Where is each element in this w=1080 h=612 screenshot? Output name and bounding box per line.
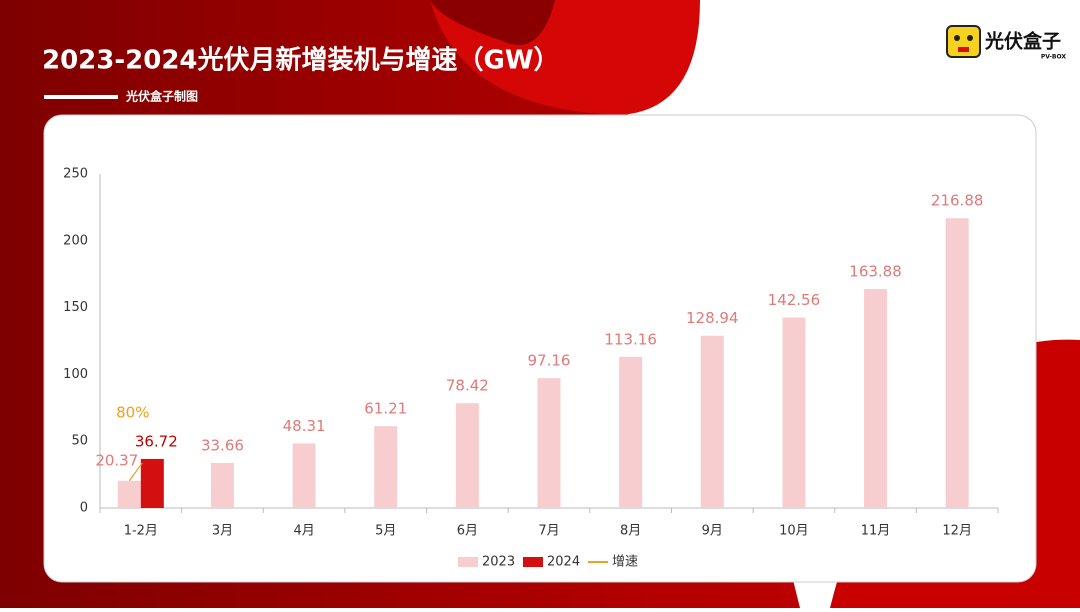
data-label: 163.88 — [849, 263, 902, 281]
x-tick-label: 9月 — [702, 524, 723, 539]
growth-label: 80% — [116, 404, 149, 422]
y-tick-label: 200 — [63, 233, 88, 248]
title: 2023-2024光伏月新增装机与增速（GW） — [42, 45, 560, 76]
growth-mark — [128, 462, 143, 482]
x-tick-label: 4月 — [293, 524, 314, 539]
legend-label: 2024 — [547, 555, 580, 570]
x-tick-label: 6月 — [457, 524, 478, 539]
bar — [700, 335, 724, 508]
logo-eye — [954, 35, 960, 41]
bar — [619, 356, 643, 508]
bar — [864, 289, 888, 508]
x-tick-label: 7月 — [538, 524, 559, 539]
bar — [292, 443, 316, 508]
logo-icon — [946, 25, 981, 58]
x-tick-label: 11月 — [861, 524, 891, 539]
bar — [210, 463, 234, 508]
y-tick-label: 150 — [63, 300, 88, 315]
data-label: 48.31 — [283, 417, 326, 435]
x-tick-label: 1-2月 — [124, 524, 158, 539]
data-label: 20.37 — [95, 451, 138, 469]
x-tick-label: 5月 — [375, 524, 396, 539]
data-label: 78.42 — [446, 377, 489, 395]
x-tick-label: 3月 — [212, 524, 233, 539]
logo-text: 光伏盒子 — [984, 30, 1061, 53]
data-label: 97.16 — [528, 352, 571, 370]
bar — [117, 480, 141, 508]
y-tick-label: 100 — [63, 367, 88, 382]
legend-swatch — [523, 557, 543, 567]
data-label: 33.66 — [201, 437, 244, 455]
data-label: 61.21 — [364, 400, 407, 418]
y-tick-label: 250 — [63, 167, 88, 182]
legend-label: 2023 — [482, 555, 515, 570]
data-label: 36.72 — [135, 432, 178, 450]
data-label: 142.56 — [768, 291, 821, 309]
x-tick-label: 12月 — [942, 524, 972, 539]
legend-swatch — [458, 557, 478, 567]
logo-sub: PV-BOX — [1041, 54, 1067, 61]
bar — [945, 218, 969, 508]
bar — [782, 317, 806, 508]
bar — [374, 426, 398, 508]
y-tick-label: 50 — [71, 434, 88, 449]
subtitle: 光伏盒子制图 — [125, 89, 198, 104]
x-tick-label: 8月 — [620, 524, 641, 539]
bar — [455, 403, 479, 508]
bg-circle-dark — [430, 0, 555, 45]
x-tick-label: 10月 — [779, 524, 809, 539]
data-label: 113.16 — [604, 330, 657, 348]
legend-label: 增速 — [612, 555, 638, 570]
data-label: 216.88 — [931, 192, 984, 210]
card — [43, 114, 1037, 583]
bar — [140, 458, 164, 508]
logo-eye — [967, 35, 973, 41]
logo-mouth — [958, 47, 969, 52]
data-label: 128.94 — [686, 309, 739, 327]
y-tick-label: 0 — [80, 501, 88, 516]
bar — [537, 378, 561, 508]
